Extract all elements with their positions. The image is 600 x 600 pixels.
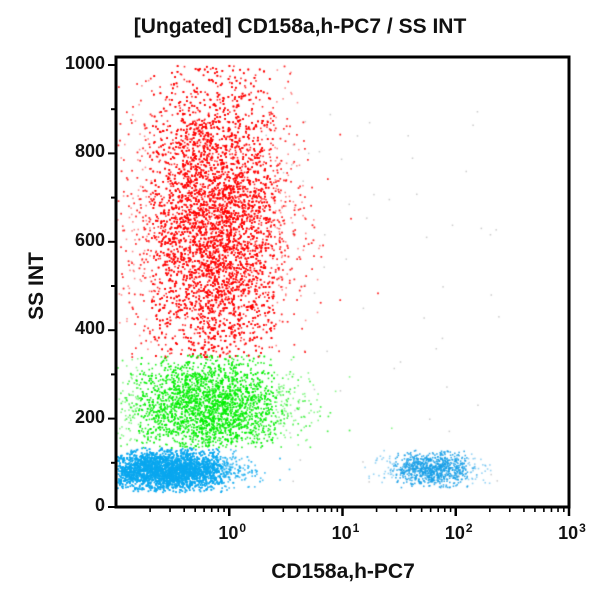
x-tick-label: 103 (558, 521, 586, 543)
x-tick-label: 100 (218, 521, 247, 543)
x-axis-label: CD158a,h-PC7 (271, 560, 415, 583)
y-axis-label: SS INT (25, 252, 48, 320)
y-tick-label: 400 (74, 318, 105, 339)
x-tick-label: 101 (331, 521, 360, 543)
y-tick-label: 600 (74, 229, 105, 250)
y-tick-label: 200 (74, 406, 105, 427)
x-tick-label: 102 (444, 521, 473, 543)
chart-title: [Ungated] CD158a,h-PC7 / SS INT (133, 15, 467, 38)
y-tick-label: 1000 (64, 53, 105, 73)
scatter-plot-area (116, 57, 569, 507)
y-tick-label: 0 (94, 495, 105, 515)
y-tick-label: 800 (74, 141, 105, 162)
